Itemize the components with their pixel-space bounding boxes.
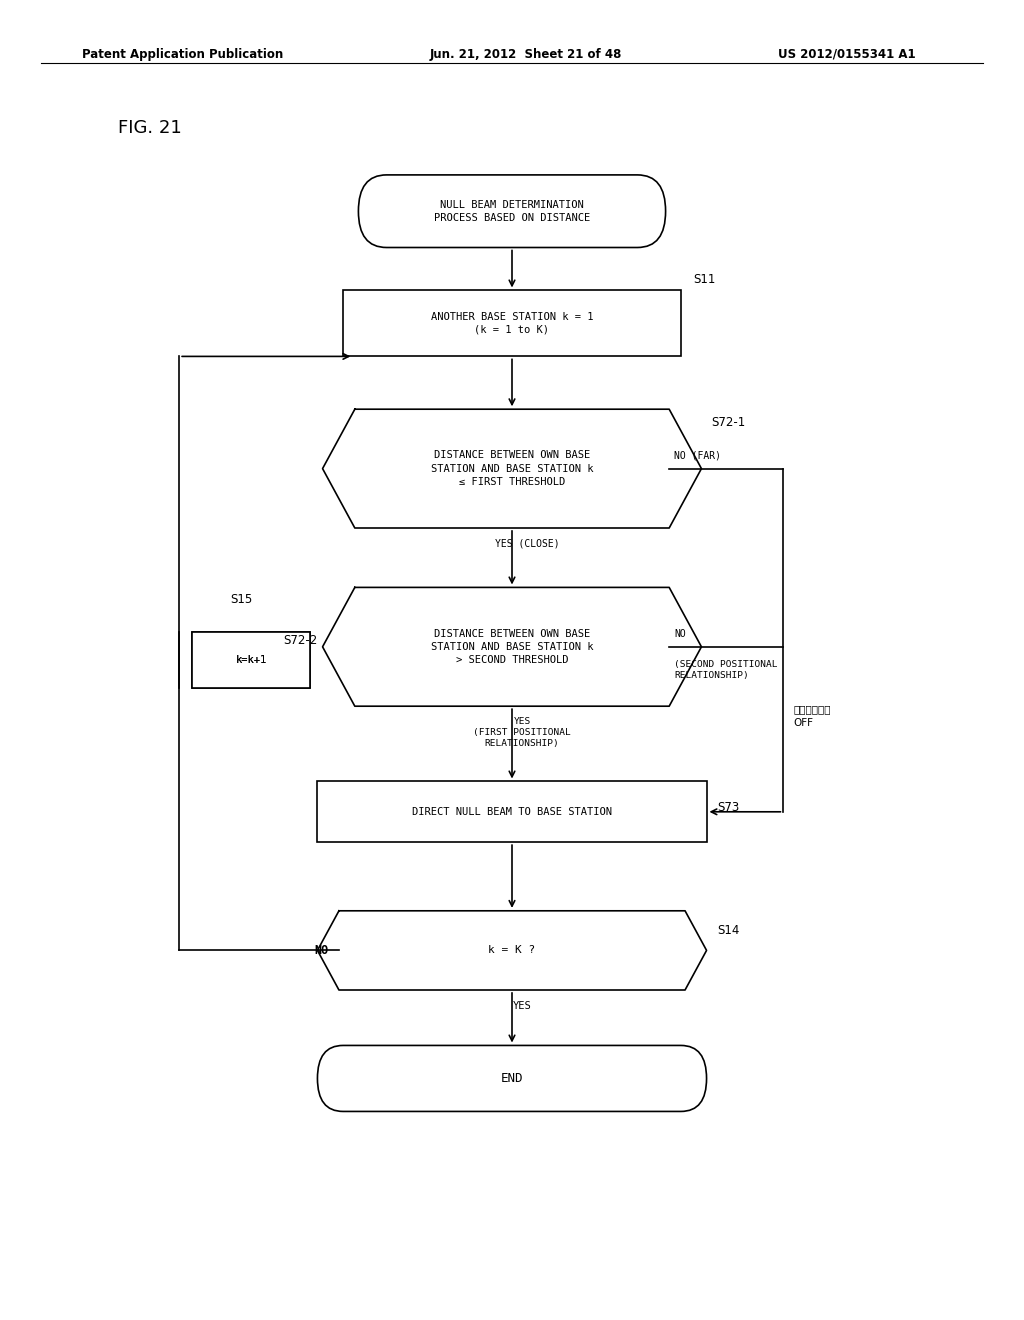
Text: YES
(FIRST POSITIONAL
RELATIONSHIP): YES (FIRST POSITIONAL RELATIONSHIP) [473,717,571,748]
Text: FIG. 21: FIG. 21 [118,119,181,137]
Text: S72-2: S72-2 [284,634,317,647]
Text: k=k+1: k=k+1 [236,655,266,665]
Polygon shape [317,911,707,990]
Text: ANOTHER BASE STATION k = 1
(k = 1 to K): ANOTHER BASE STATION k = 1 (k = 1 to K) [431,312,593,335]
Bar [193,632,309,688]
Text: DISTANCE BETWEEN OWN BASE
STATION AND BASE STATION k
≤ FIRST THRESHOLD: DISTANCE BETWEEN OWN BASE STATION AND BA… [431,450,593,487]
Text: S15: S15 [230,593,253,606]
Bar [317,781,707,842]
Text: NO (FAR): NO (FAR) [675,450,721,461]
Text: S14: S14 [717,924,739,937]
Text: k=k+1: k=k+1 [236,655,266,665]
Text: ヌルビ゚ーム
OFF: ヌルビ゚ーム OFF [794,705,831,727]
Text: US 2012/0155341 A1: US 2012/0155341 A1 [778,48,915,61]
Polygon shape [323,409,701,528]
FancyBboxPatch shape [317,1045,707,1111]
Text: S73: S73 [717,801,739,814]
Text: YES: YES [513,1001,531,1011]
Text: DISTANCE BETWEEN OWN BASE
STATION AND BASE STATION k
> SECOND THRESHOLD: DISTANCE BETWEEN OWN BASE STATION AND BA… [431,628,593,665]
Text: (SECOND POSITIONAL
RELATIONSHIP): (SECOND POSITIONAL RELATIONSHIP) [675,660,778,680]
Text: S11: S11 [693,273,716,286]
Bar [343,290,681,356]
Text: Jun. 21, 2012  Sheet 21 of 48: Jun. 21, 2012 Sheet 21 of 48 [430,48,623,61]
Text: NULL BEAM DETERMINATION
PROCESS BASED ON DISTANCE: NULL BEAM DETERMINATION PROCESS BASED ON… [434,199,590,223]
Bar [193,632,309,688]
Text: END: END [501,1072,523,1085]
Text: NO: NO [675,628,686,639]
Polygon shape [323,587,701,706]
FancyBboxPatch shape [358,174,666,248]
Text: k = K ?: k = K ? [488,945,536,956]
Text: Patent Application Publication: Patent Application Publication [82,48,284,61]
Text: NO: NO [314,944,329,957]
Text: S72-1: S72-1 [712,416,745,429]
Text: DIRECT NULL BEAM TO BASE STATION: DIRECT NULL BEAM TO BASE STATION [412,807,612,817]
Text: YES (CLOSE): YES (CLOSE) [495,539,560,549]
